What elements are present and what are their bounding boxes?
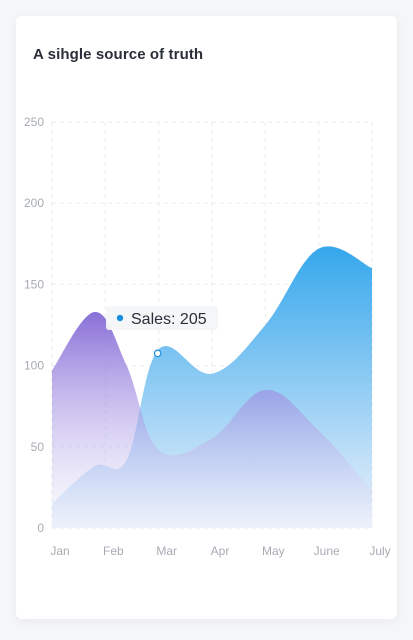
- y-tick-label: 200: [24, 196, 44, 210]
- chart-card: A sihgle source of truth 0 50 100 150 200 250…: [16, 16, 397, 619]
- tooltip: Sales: 205: [106, 306, 218, 358]
- x-tick-label: May: [262, 544, 285, 558]
- y-tick-label: 250: [24, 115, 44, 129]
- area-chart: 0 50 100 150 200 250 Jan Feb Mar Apr May June July S…: [24, 115, 391, 558]
- y-tick-label: 100: [24, 359, 44, 373]
- tooltip-text: Sales: 205: [131, 311, 207, 328]
- series-area-2: [52, 311, 372, 528]
- tooltip-box: [106, 306, 218, 330]
- x-tick-label: Apr: [211, 544, 230, 558]
- x-tick-label: Jan: [50, 544, 69, 558]
- x-tick-label: Feb: [103, 544, 124, 558]
- tooltip-point[interactable]: [153, 349, 162, 358]
- axis-ticks: 0 50 100 150 200 250 Jan Feb Mar Apr May June July: [24, 115, 391, 558]
- x-tick-label: June: [314, 544, 340, 558]
- series-areas: [52, 246, 372, 528]
- y-tick-label: 50: [31, 440, 45, 454]
- y-tick-label: 0: [37, 521, 44, 535]
- card-title: A sihgle source of truth: [33, 46, 204, 63]
- x-tick-label: July: [369, 544, 390, 558]
- tooltip-dot-icon: [116, 314, 124, 322]
- y-tick-label: 150: [24, 277, 44, 291]
- x-tick-label: Mar: [156, 544, 177, 558]
